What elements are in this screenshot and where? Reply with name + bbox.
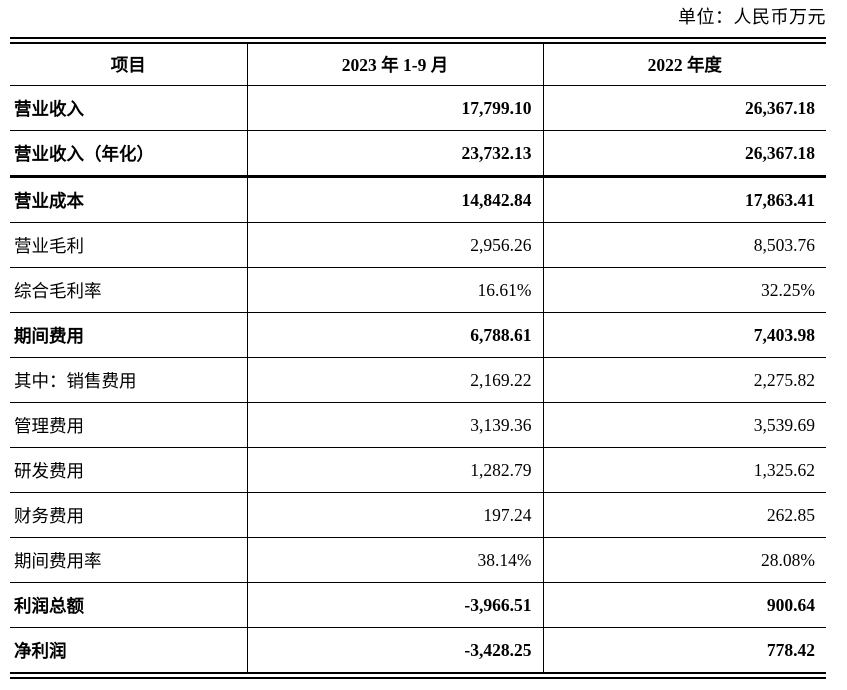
row-label-cell: 净利润 [10, 627, 248, 676]
header-row: 项目 2023 年 1-9 月 2022 年度 [10, 40, 826, 86]
table-row: 管理费用 3,139.36 3,539.69 [10, 402, 826, 448]
table-header: 项目 2023 年 1-9 月 2022 年度 [10, 40, 826, 86]
header-item-column: 项目 [10, 40, 248, 86]
value-2023-cell: -3,966.51 [247, 582, 544, 628]
table-row: 财务费用 197.24 262.85 [10, 492, 826, 538]
table-row: 研发费用 1,282.79 1,325.62 [10, 447, 826, 493]
table-row: 营业收入 17,799.10 26,367.18 [10, 85, 826, 131]
table-row: 期间费用率 38.14% 28.08% [10, 537, 826, 583]
value-2023-cell: 2,169.22 [247, 357, 544, 403]
table-row: 营业毛利 2,956.26 8,503.76 [10, 222, 826, 268]
financial-table: 项目 2023 年 1-9 月 2022 年度 营业收入 17,799.10 26,… [10, 37, 826, 679]
row-label-cell: 财务费用 [10, 492, 248, 538]
value-2023-cell: 1,282.79 [247, 447, 544, 493]
row-label-cell: 研发费用 [10, 447, 248, 493]
row-label-cell: 营业收入 [10, 85, 248, 131]
value-2023-cell: 17,799.10 [247, 85, 544, 131]
row-label-cell: 期间费用 [10, 312, 248, 358]
table-row: 期间费用 6,788.61 7,403.98 [10, 312, 826, 358]
value-2022-cell: 778.42 [543, 627, 826, 676]
value-2022-cell: 3,539.69 [543, 402, 826, 448]
row-label-cell: 利润总额 [10, 582, 248, 628]
value-2023-cell: 2,956.26 [247, 222, 544, 268]
value-2023-cell: 197.24 [247, 492, 544, 538]
value-2022-cell: 28.08% [543, 537, 826, 583]
value-2022-cell: 8,503.76 [543, 222, 826, 268]
value-2022-cell: 17,863.41 [543, 176, 826, 223]
value-2023-cell: 23,732.13 [247, 130, 544, 178]
table-row: 其中：销售费用 2,169.22 2,275.82 [10, 357, 826, 403]
row-label-cell: 管理费用 [10, 402, 248, 448]
header-2023-period: 2023 年 1-9 月 [247, 40, 544, 86]
value-2022-cell: 262.85 [543, 492, 826, 538]
value-2023-cell: 16.61% [247, 267, 544, 313]
table-body: 营业收入 17,799.10 26,367.18 营业收入（年化） 23,732.13 2… [10, 85, 826, 676]
value-2023-cell: 3,139.36 [247, 402, 544, 448]
value-2023-cell: 38.14% [247, 537, 544, 583]
table-row: 综合毛利率 16.61% 32.25% [10, 267, 826, 313]
table-row: 利润总额 -3,966.51 900.64 [10, 582, 826, 628]
row-label-cell: 营业收入（年化） [10, 130, 248, 178]
row-label-cell: 期间费用率 [10, 537, 248, 583]
row-label-cell: 营业毛利 [10, 222, 248, 268]
table-row: 营业成本 14,842.84 17,863.41 [10, 176, 826, 223]
value-2023-cell: 6,788.61 [247, 312, 544, 358]
value-2022-cell: 1,325.62 [543, 447, 826, 493]
value-2023-cell: -3,428.25 [247, 627, 544, 676]
row-label-cell: 综合毛利率 [10, 267, 248, 313]
value-2022-cell: 32.25% [543, 267, 826, 313]
value-2023-cell: 14,842.84 [247, 176, 544, 223]
row-label-cell: 营业成本 [10, 176, 248, 223]
value-2022-cell: 7,403.98 [543, 312, 826, 358]
value-2022-cell: 26,367.18 [543, 85, 826, 131]
row-label-cell: 其中：销售费用 [10, 357, 248, 403]
unit-label: 单位：人民币万元 [678, 7, 826, 27]
header-2022-year: 2022 年度 [543, 40, 826, 86]
table-row: 净利润 -3,428.25 778.42 [10, 627, 826, 676]
table-row: 营业收入（年化） 23,732.13 26,367.18 [10, 130, 826, 178]
value-2022-cell: 26,367.18 [543, 130, 826, 178]
value-2022-cell: 900.64 [543, 582, 826, 628]
value-2022-cell: 2,275.82 [543, 357, 826, 403]
